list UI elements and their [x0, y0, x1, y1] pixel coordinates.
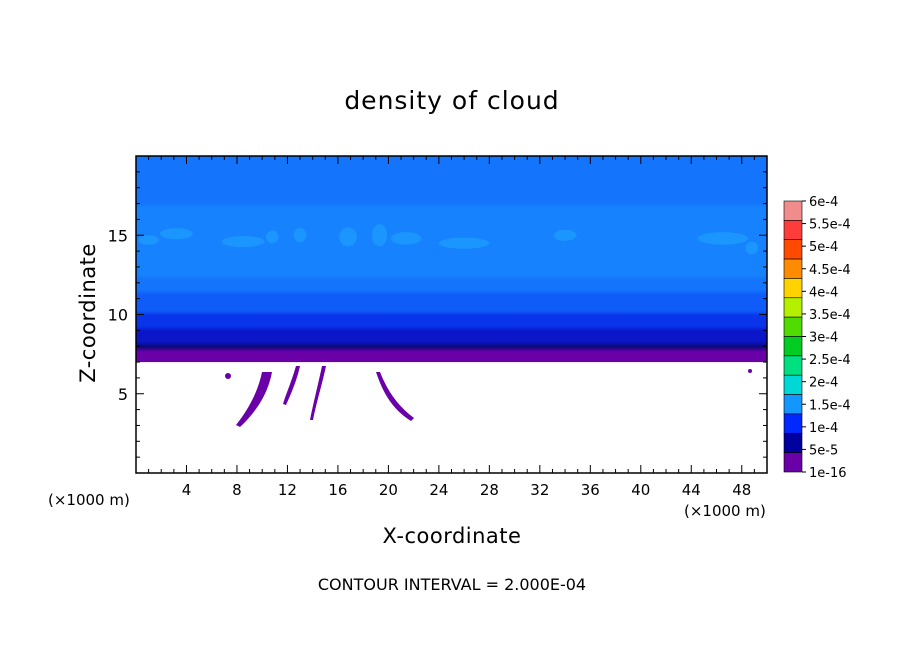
colorbar-label: 1e-4: [809, 421, 838, 436]
colorbar-swatch: [783, 200, 803, 221]
colorbar-swatch: [783, 374, 803, 395]
x-tick-label: 40: [631, 481, 650, 499]
chart-title: density of cloud: [344, 86, 560, 115]
high-density-patch: [438, 237, 490, 249]
high-density-patch: [138, 235, 159, 245]
colorbar-swatch: [783, 432, 803, 453]
y-tick-label: 5: [118, 385, 128, 404]
colorbar-swatch: [783, 239, 803, 260]
high-density-patch: [339, 227, 357, 247]
colorbar-label: 3e-4: [809, 331, 838, 346]
high-density-patch: [697, 232, 749, 245]
colorbar-label: 1.5e-4: [809, 398, 851, 413]
precipitation-speck: [748, 369, 752, 373]
precipitation-speck: [264, 380, 268, 384]
x-tick-label: 8: [232, 481, 242, 499]
colorbar-label: 2.5e-4: [809, 353, 851, 368]
high-density-patch: [265, 230, 279, 244]
high-density-patch: [390, 232, 422, 245]
x-unit-note-left: (×1000 m): [48, 491, 130, 509]
precipitation-speck: [225, 373, 231, 379]
colorbar: 6e-4 5.5e-4 5e-4 4.5e-4 4e-4 3.5e-4 3e-4 2.5e-4…: [783, 195, 851, 481]
colorbar-swatch: [783, 258, 803, 279]
colorbar-label: 4e-4: [809, 285, 838, 300]
colorbar-label: 3.5e-4: [809, 308, 851, 323]
colorbar-label: 4.5e-4: [809, 263, 851, 278]
high-density-patch: [221, 236, 265, 248]
x-tick-label: 24: [429, 481, 448, 499]
colorbar-swatch: [783, 355, 803, 376]
cloud-base-contour: [136, 354, 767, 363]
colorbar-swatch: [783, 336, 803, 357]
x-tick-label: 12: [278, 481, 297, 499]
x-tick-label: 32: [530, 481, 549, 499]
x-tick-label: 20: [379, 481, 398, 499]
x-tick-label: 44: [682, 481, 701, 499]
precipitation-streak: [236, 372, 272, 427]
colorbar-swatch: [783, 452, 803, 473]
colorbar-label: 5e-4: [809, 240, 838, 255]
x-tick-label: 4: [182, 481, 192, 499]
high-density-patch: [159, 228, 193, 240]
colorbar-label: 5e-5: [809, 443, 838, 458]
colorbar-label: 6e-4: [809, 195, 838, 210]
colorbar-swatch: [783, 220, 803, 241]
contour-interval-note: CONTOUR INTERVAL = 2.000E-04: [317, 575, 587, 594]
high-density-patch: [293, 228, 307, 243]
colorbar-swatch: [783, 394, 803, 415]
colorbar-label: 1e-16: [809, 466, 847, 481]
cloud-layer-band: [136, 156, 767, 363]
precipitation-streak: [310, 366, 326, 420]
x-tick-label: 48: [732, 481, 751, 499]
x-axis-label: X-coordinate: [382, 524, 522, 548]
colorbar-label: 2e-4: [809, 376, 838, 391]
high-density-patch: [745, 241, 759, 255]
x-tick-label: 16: [328, 481, 347, 499]
y-tick-label: 10: [108, 306, 128, 325]
colorbar-swatch: [783, 316, 803, 337]
colorbar-label: 5.5e-4: [809, 218, 851, 233]
precipitation-streak: [283, 366, 300, 405]
x-tick-label: 36: [581, 481, 600, 499]
precipitation-streak: [376, 372, 414, 421]
colorbar-swatch: [783, 297, 803, 318]
y-tick-label: 15: [108, 226, 128, 245]
x-unit-note-right: (×1000 m): [684, 502, 766, 520]
colorbar-swatch: [783, 278, 803, 299]
high-density-patch: [371, 224, 388, 247]
colorbar-swatch: [783, 413, 803, 434]
x-tick-label: 28: [480, 481, 499, 499]
high-density-patch: [553, 229, 577, 241]
